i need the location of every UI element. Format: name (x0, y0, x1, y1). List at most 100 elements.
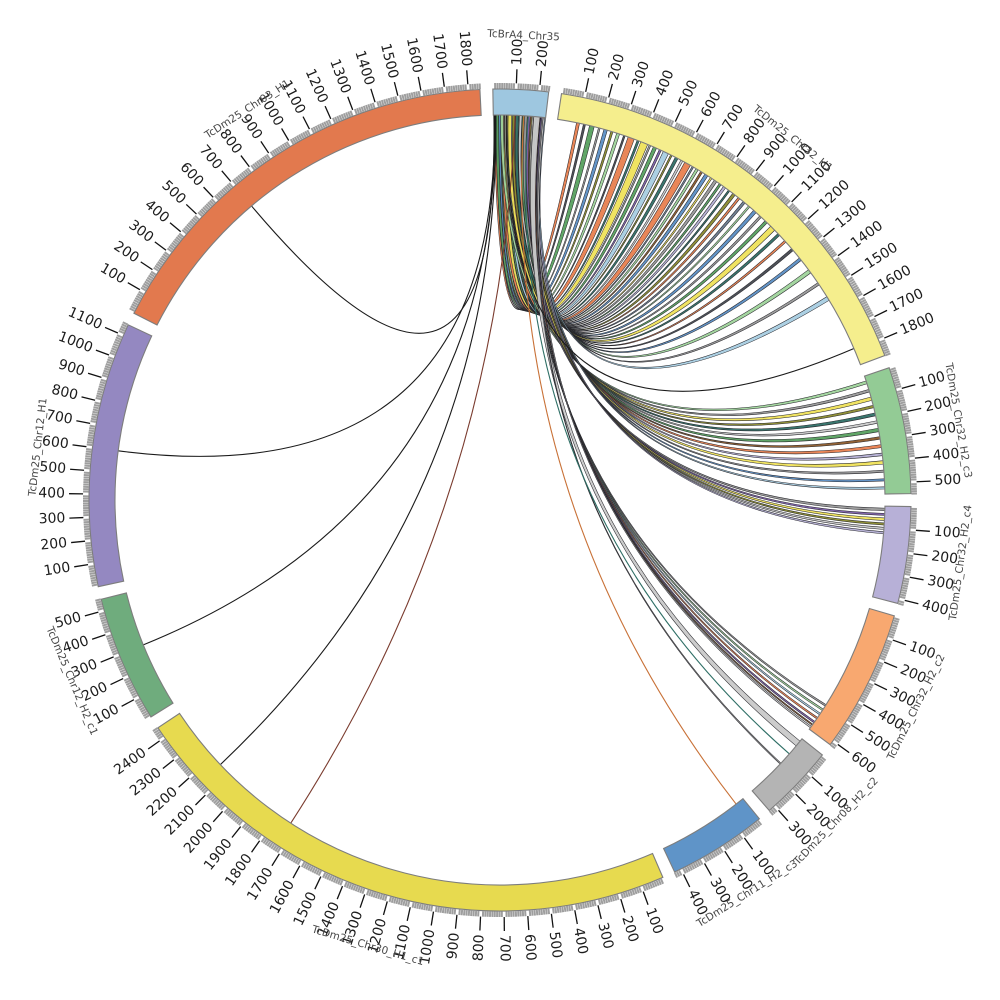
tick-minor (430, 905, 434, 912)
tick-minor (93, 403, 100, 408)
tick-minor (85, 546, 92, 550)
tick-minor (87, 434, 94, 437)
tick-minor (89, 427, 95, 430)
tick-minor (102, 623, 108, 627)
tick-label: 1000 (417, 928, 438, 966)
tick-minor (254, 832, 260, 839)
tick-minor (205, 203, 211, 209)
tick-minor (688, 864, 693, 871)
tick-minor (859, 698, 865, 704)
tick-major (100, 656, 114, 663)
tick-minor (245, 825, 251, 832)
tick-minor (114, 338, 121, 343)
tick-minor (115, 336, 122, 341)
tick-minor (865, 309, 872, 314)
tick-minor (423, 904, 427, 911)
tick-minor (836, 260, 843, 266)
tick-minor (88, 565, 95, 568)
tick-minor (859, 296, 866, 302)
tick-major (121, 699, 135, 707)
tick-minor (884, 643, 891, 648)
tick-major (892, 639, 907, 646)
tick-minor (139, 706, 145, 711)
tick-minor (104, 367, 110, 372)
tick-minor (130, 305, 137, 310)
tick-minor (877, 334, 884, 339)
tick-minor (620, 892, 625, 899)
tick-minor (148, 274, 154, 280)
tick-minor (208, 793, 214, 800)
tick-minor (317, 870, 323, 876)
tick-minor (854, 288, 861, 294)
tick-minor (655, 880, 660, 887)
tick-minor (860, 696, 867, 702)
tick-minor (823, 241, 829, 247)
tick-minor (296, 135, 301, 142)
tick-minor (135, 295, 142, 300)
tick-minor (880, 341, 887, 346)
tick-minor (107, 638, 114, 643)
tick-minor (348, 883, 353, 890)
tick-minor (401, 94, 405, 101)
tick-minor (169, 243, 176, 249)
tick-minor (450, 85, 453, 92)
tick-minor (446, 908, 450, 914)
tick-minor (107, 358, 113, 363)
tick-minor (604, 96, 608, 103)
tick-major (110, 677, 124, 686)
tick-minor (127, 685, 134, 691)
tick-minor (343, 881, 348, 888)
tick-minor (750, 168, 755, 175)
tick-minor (261, 156, 267, 163)
tick-major (901, 384, 916, 390)
tick-minor (697, 133, 702, 140)
tick-major (811, 776, 823, 787)
tick-minor (663, 117, 668, 124)
tick-minor (811, 767, 818, 773)
tick-minor (772, 807, 778, 813)
tick-minor (865, 686, 872, 691)
tick-minor (427, 905, 431, 912)
tick-minor (898, 600, 905, 604)
tick-minor (610, 98, 615, 105)
tick-minor (371, 102, 376, 109)
tick-minor (313, 868, 318, 874)
tick-minor (613, 99, 617, 105)
tick-minor (416, 903, 420, 909)
tick-minor (418, 903, 422, 910)
tick-minor (773, 188, 779, 194)
tick-label: 700 (496, 935, 512, 962)
tick-minor (288, 854, 294, 861)
tick-minor (185, 769, 191, 776)
tick-major (324, 105, 332, 120)
tick-minor (393, 897, 397, 904)
tick-minor (200, 208, 207, 214)
tick-minor (129, 687, 135, 693)
tick-minor (882, 345, 889, 350)
tick-minor (902, 412, 909, 416)
tick-minor (275, 147, 281, 154)
tick-minor (795, 784, 802, 790)
tick-minor (624, 891, 629, 898)
tick-minor (707, 139, 712, 146)
tick-minor (92, 408, 99, 412)
tick-minor (394, 96, 398, 102)
tick-minor (222, 187, 229, 193)
tick-major (863, 288, 876, 297)
tick-minor (300, 133, 305, 139)
tick-minor (273, 148, 279, 155)
tick-minor (908, 452, 915, 456)
tick-minor (99, 614, 106, 618)
tick-minor (97, 387, 104, 392)
tick-minor (828, 249, 835, 255)
tick-minor (607, 896, 611, 903)
tick-minor (897, 392, 904, 396)
tick-minor (588, 901, 593, 908)
tick-major (185, 203, 197, 215)
tick-label: 400 (920, 597, 950, 619)
tick-minor (101, 620, 108, 625)
tick-minor (161, 740, 168, 746)
tick-minor (860, 298, 867, 304)
tick-minor (637, 106, 642, 113)
tick-minor (118, 329, 125, 335)
